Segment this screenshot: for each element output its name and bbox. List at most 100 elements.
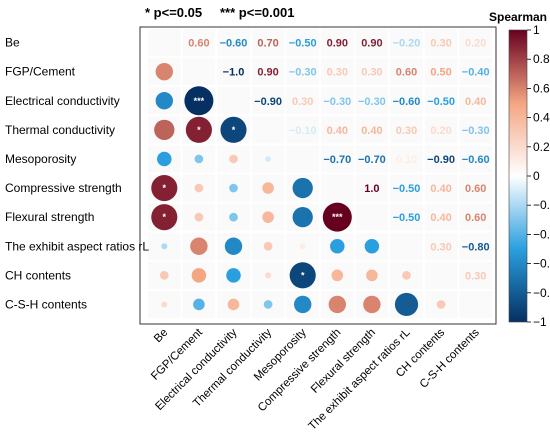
significance-mark-6-5: *** [332, 212, 343, 222]
corr-circle-7-3 [263, 241, 273, 251]
corr-circle-7-5 [330, 239, 345, 254]
corr-value-2-6: −0.30 [358, 96, 386, 108]
corr-value-6-8: 0.40 [430, 212, 451, 224]
corr-circle-7-6 [364, 239, 380, 254]
cell-bg-3-7 [390, 116, 423, 144]
cell-bg-0-7 [390, 29, 423, 57]
corr-value-6-7: −0.50 [393, 212, 421, 224]
cell-bg-2-4 [286, 87, 319, 115]
cell-bg-1-7 [390, 58, 423, 86]
cell-bg-2-3 [251, 87, 285, 115]
cell-bg-1-2 [217, 58, 250, 86]
row-label-2: Electrical conductivity [5, 94, 120, 108]
colorbar-tick-label-4: 0.2 [533, 140, 550, 154]
cell-bg-4-9 [459, 145, 492, 173]
corr-value-4-7: 0.10 [396, 154, 417, 166]
corr-value-1-6: 0.30 [361, 67, 382, 79]
corr-circle-7-1 [190, 237, 208, 255]
corr-circle-6-5 [322, 202, 352, 232]
cell-bg-0-3 [251, 29, 285, 57]
colorbar-tick-label-3: 0.4 [533, 111, 550, 125]
row-label-5: Compressive strength [5, 181, 122, 195]
significance-mark-6-0: * [163, 212, 167, 222]
corr-value-5-9: 0.60 [465, 183, 486, 195]
colorbar-title: Spearman [489, 10, 547, 24]
corr-circle-9-3 [263, 300, 273, 309]
corr-value-3-8: 0.20 [430, 125, 451, 137]
corr-circle-7-0 [161, 243, 168, 250]
cell-bg-2-2 [217, 87, 250, 115]
row-label-6: Flexural strength [5, 210, 94, 224]
corr-circle-9-0 [161, 301, 168, 308]
corr-circle-5-2 [229, 183, 238, 193]
corr-value-0-5: 0.90 [327, 38, 348, 50]
cell-bg-0-2 [217, 29, 250, 57]
col-label-0: Be [152, 327, 170, 345]
cell-bg-9-9 [459, 290, 492, 318]
cell-bg-0-1 [182, 29, 216, 57]
cell-bg-1-1 [182, 58, 216, 86]
corr-value-8-9: 0.30 [465, 270, 486, 282]
row-label-4: Mesoporosity [5, 152, 76, 166]
colorbar-tick-label-9: −0.8 [533, 286, 550, 300]
significance-mark-8-4: * [301, 270, 305, 280]
corr-circle-8-4 [289, 262, 316, 289]
corr-value-6-9: 0.60 [465, 212, 486, 224]
corr-value-0-6: 0.90 [361, 38, 382, 50]
corr-value-1-7: 0.60 [396, 67, 417, 79]
cell-bg-0-4 [286, 29, 319, 57]
corr-circle-5-4 [292, 177, 313, 199]
colorbar-tick-label-0: 1 [533, 23, 540, 37]
corr-circle-8-3 [265, 272, 272, 279]
corr-circle-4-1 [194, 154, 204, 164]
cell-bg-6-6 [355, 203, 389, 231]
row-label-3: Thermal conductivity [5, 123, 115, 137]
corr-circle-9-1 [193, 298, 205, 311]
row-label-1: FGP/Cement [5, 65, 76, 79]
corr-value-5-7: −0.50 [393, 183, 421, 195]
matrix-cells: 0.60 −0.60 0.70 −0.50 0.90 0.90 −0.20 0.30 0.20−… [148, 29, 492, 318]
cell-bg-3-3 [251, 116, 285, 144]
corr-circle-6-1 [194, 212, 204, 222]
cell-bg-1-8 [424, 58, 458, 86]
row-label-0: Be [5, 36, 20, 50]
corr-circle-9-4 [294, 295, 312, 314]
cell-bg-3-5 [321, 116, 354, 144]
cell-bg-2-7 [390, 87, 423, 115]
cell-bg-5-5 [321, 174, 354, 202]
corr-value-0-4: −0.50 [289, 38, 317, 50]
corr-circle-1-0 [155, 62, 173, 81]
corr-value-1-8: 0.50 [430, 67, 451, 79]
cell-bg-3-9 [459, 116, 492, 144]
cell-bg-4-7 [390, 145, 423, 173]
cell-bg-6-7 [390, 203, 423, 231]
corr-circle-7-4 [299, 243, 306, 250]
corr-circle-7-2 [224, 237, 243, 255]
cell-bg-6-9 [459, 203, 492, 231]
colorbar-tick-label-2: 0.6 [533, 81, 550, 95]
corr-circle-5-3 [262, 182, 274, 194]
corr-value-7-8: 0.30 [430, 241, 451, 253]
cell-bg-8-9 [459, 261, 492, 289]
row-label-8: CH contents [5, 268, 71, 282]
cell-bg-8-8 [424, 261, 458, 289]
cell-bg-3-4 [286, 116, 319, 144]
corr-value-3-5: 0.40 [327, 125, 348, 137]
cell-bg-3-8 [424, 116, 458, 144]
corr-circle-9-5 [328, 295, 346, 314]
corr-circle-8-2 [226, 268, 241, 283]
corr-circle-8-0 [159, 271, 169, 280]
significance-mark-3-2: * [232, 125, 236, 135]
cell-bg-2-5 [321, 87, 354, 115]
colorbar-tick-label-10: −1 [533, 315, 547, 329]
corr-circle-8-6 [366, 269, 378, 282]
cell-bg-2-8 [424, 87, 458, 115]
cell-bg-7-9 [459, 232, 492, 260]
cell-bg-1-3 [251, 58, 285, 86]
corr-value-3-4: −0.10 [289, 125, 317, 137]
corr-value-4-9: −0.60 [462, 154, 490, 166]
col-label-9: C-S-H contents [418, 326, 482, 390]
corr-value-4-6: −0.70 [358, 154, 386, 166]
